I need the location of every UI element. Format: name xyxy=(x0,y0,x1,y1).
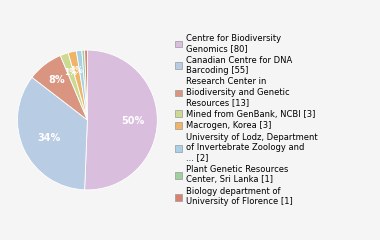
Text: 34%: 34% xyxy=(38,133,61,143)
Wedge shape xyxy=(32,55,87,120)
Text: 1%: 1% xyxy=(64,68,77,77)
Text: 8%: 8% xyxy=(48,75,65,85)
Legend: Centre for Biodiversity
Genomics [80], Canadian Centre for DNA
Barcoding [55], R: Centre for Biodiversity Genomics [80], C… xyxy=(175,34,317,206)
Wedge shape xyxy=(68,51,87,120)
Wedge shape xyxy=(82,50,87,120)
Wedge shape xyxy=(17,77,87,190)
Wedge shape xyxy=(85,50,87,120)
Text: 50%: 50% xyxy=(121,116,144,126)
Text: 1%: 1% xyxy=(70,66,83,75)
Wedge shape xyxy=(60,53,87,120)
Wedge shape xyxy=(76,50,87,120)
Wedge shape xyxy=(85,50,157,190)
